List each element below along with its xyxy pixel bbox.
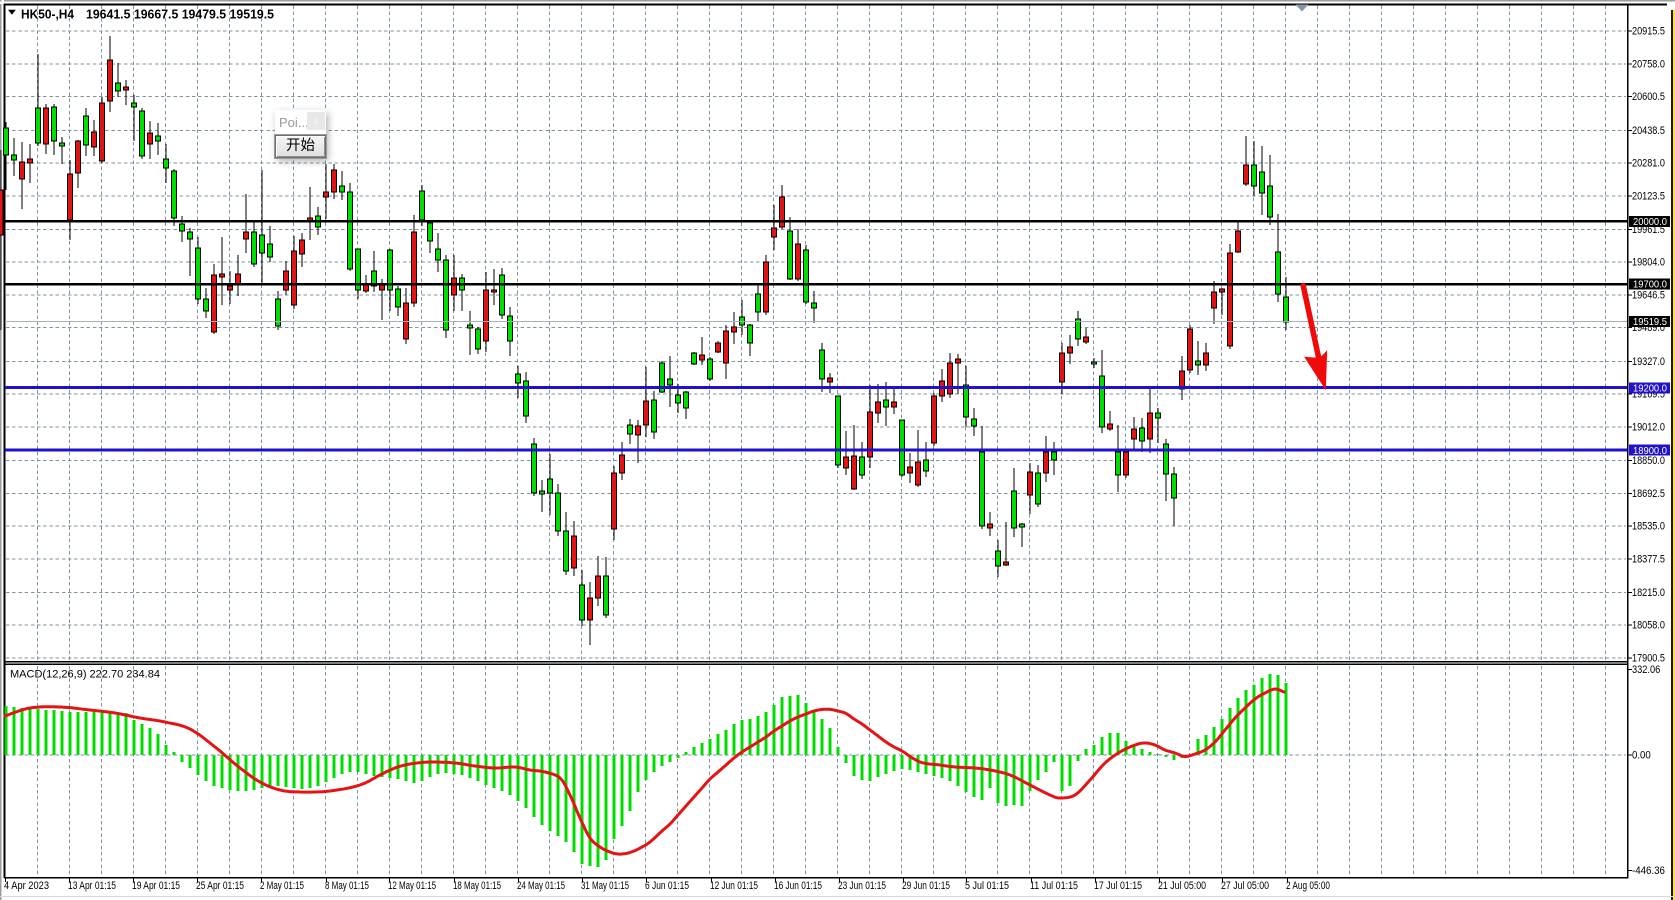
- svg-text:13 Apr 01:15: 13 Apr 01:15: [68, 880, 116, 892]
- svg-text:24 May 01:15: 24 May 01:15: [517, 880, 565, 892]
- svg-text:19804.0: 19804.0: [1632, 257, 1665, 269]
- svg-text:19646.5: 19646.5: [1632, 289, 1665, 301]
- svg-text:19200.0: 19200.0: [1633, 383, 1667, 395]
- svg-text:2 Aug 05:00: 2 Aug 05:00: [1286, 880, 1330, 892]
- svg-text:19700.0: 19700.0: [1633, 279, 1667, 291]
- svg-text:19 Apr 01:15: 19 Apr 01:15: [132, 880, 180, 892]
- svg-text:29 Jun 01:15: 29 Jun 01:15: [902, 880, 950, 892]
- svg-text:20600.5: 20600.5: [1632, 91, 1665, 103]
- svg-text:332.06: 332.06: [1632, 664, 1660, 676]
- svg-text:4 Apr 2023: 4 Apr 2023: [4, 880, 49, 892]
- svg-text:18 May 01:15: 18 May 01:15: [453, 880, 501, 892]
- svg-text:18692.5: 18692.5: [1632, 488, 1665, 500]
- svg-text:17 Jul 01:15: 17 Jul 01:15: [1094, 880, 1142, 892]
- svg-text:17900.5: 17900.5: [1632, 652, 1665, 664]
- svg-text:25 Apr 01:15: 25 Apr 01:15: [196, 880, 244, 892]
- svg-text:19519.5: 19519.5: [1633, 316, 1667, 328]
- svg-text:20281.0: 20281.0: [1632, 158, 1665, 170]
- svg-text:18058.0: 18058.0: [1632, 620, 1665, 632]
- svg-text:27 Jul 05:00: 27 Jul 05:00: [1221, 880, 1269, 892]
- svg-text:MACD(12,26,9) 222.70 234.84: MACD(12,26,9) 222.70 234.84: [10, 669, 160, 681]
- svg-text:18900.0: 18900.0: [1633, 445, 1667, 457]
- svg-text:19641.5 19667.5 19479.5 19519.: 19641.5 19667.5 19479.5 19519.5: [86, 8, 274, 22]
- svg-text:8 May 01:15: 8 May 01:15: [325, 880, 369, 892]
- svg-text:18850.0: 18850.0: [1632, 455, 1665, 467]
- svg-text:18535.0: 18535.0: [1632, 521, 1665, 533]
- svg-text:6 Jun 01:15: 6 Jun 01:15: [645, 880, 689, 892]
- svg-text:18377.5: 18377.5: [1632, 553, 1665, 565]
- svg-text:21 Jul 05:00: 21 Jul 05:00: [1158, 880, 1206, 892]
- svg-text:0.00: 0.00: [1632, 750, 1651, 762]
- svg-text:20758.0: 20758.0: [1632, 58, 1665, 70]
- svg-text:23 Jun 01:15: 23 Jun 01:15: [838, 880, 886, 892]
- svg-text:20915.5: 20915.5: [1632, 26, 1665, 38]
- svg-text:18215.0: 18215.0: [1632, 587, 1665, 599]
- svg-text:-446.36: -446.36: [1632, 865, 1665, 877]
- svg-text:16 Jun 01:15: 16 Jun 01:15: [774, 880, 822, 892]
- svg-text:20438.5: 20438.5: [1632, 125, 1665, 137]
- svg-text:11 Jul 01:15: 11 Jul 01:15: [1030, 880, 1078, 892]
- svg-text:31 May 01:15: 31 May 01:15: [581, 880, 629, 892]
- svg-text:19961.5: 19961.5: [1632, 224, 1665, 236]
- svg-text:HK50-,H4: HK50-,H4: [21, 8, 74, 22]
- svg-text:20123.5: 20123.5: [1632, 190, 1665, 202]
- svg-text:12 May 01:15: 12 May 01:15: [388, 880, 436, 892]
- svg-text:20000.0: 20000.0: [1633, 216, 1667, 228]
- svg-text:12 Jun 01:15: 12 Jun 01:15: [710, 880, 758, 892]
- svg-text:19012.0: 19012.0: [1632, 421, 1665, 433]
- svg-text:2 May 01:15: 2 May 01:15: [260, 880, 304, 892]
- svg-text:19327.0: 19327.0: [1632, 356, 1665, 368]
- svg-text:5 Jul 01:15: 5 Jul 01:15: [965, 880, 1009, 892]
